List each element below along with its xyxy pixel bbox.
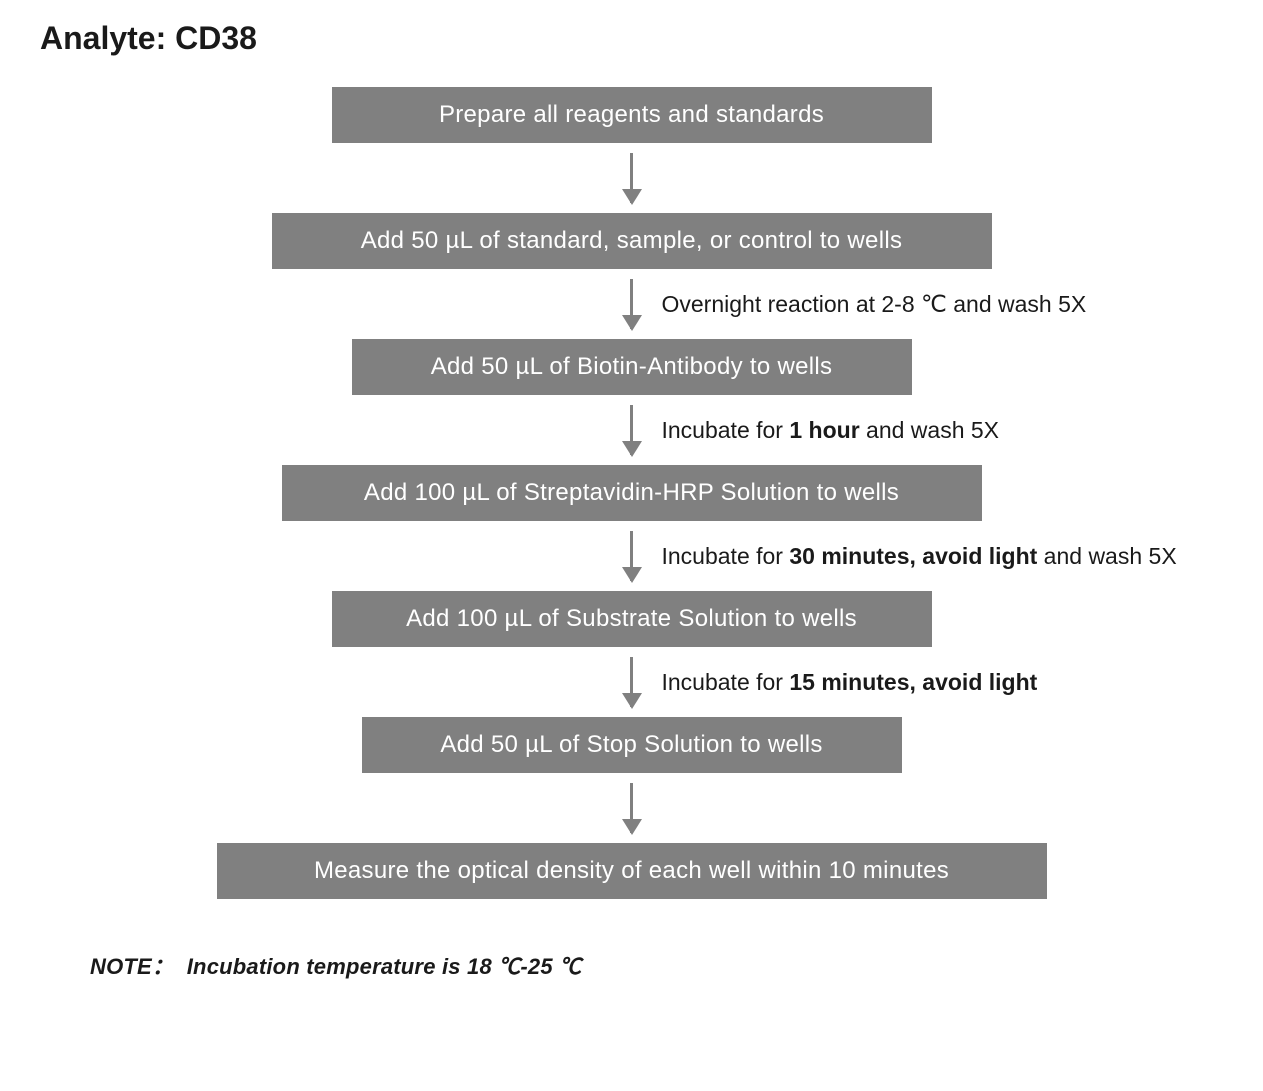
step-box-1: Prepare all reagents and standards [332,87,932,143]
footer-note: NOTE： Incubation temperature is 18 ℃-25 … [90,949,1233,981]
note-label: NOTE： [90,954,174,979]
step-box-5: Add 100 µL of Substrate Solution to well… [332,591,932,647]
protocol-flowchart: Prepare all reagents and standards Add 5… [30,87,1233,899]
step-box-2: Add 50 µL of standard, sample, or contro… [272,213,992,269]
page-title: Analyte: CD38 [40,20,1233,57]
arrow-annotation-3: Incubate for 1 hour and wash 5X [662,417,1000,444]
annotation-text: Incubate for [662,417,790,443]
arrow-icon [630,279,633,329]
arrow-row-1 [30,143,1233,213]
title-analyte: CD38 [175,20,257,56]
arrow-annotation-2: Overnight reaction at 2-8 ℃ and wash 5X [662,291,1087,318]
note-text: Incubation temperature is 18 ℃-25 ℃ [187,954,582,979]
arrow-annotation-4: Incubate for 30 minutes, avoid light and… [662,543,1177,570]
arrow-icon [630,531,633,581]
annotation-bold: 1 hour [789,417,859,443]
arrow-row-2: Overnight reaction at 2-8 ℃ and wash 5X [30,269,1233,339]
arrow-row-6 [30,773,1233,843]
arrow-row-5: Incubate for 15 minutes, avoid light [30,647,1233,717]
annotation-bold: 15 minutes, avoid light [789,669,1037,695]
arrow-icon [630,153,633,203]
annotation-text: Incubate for [662,669,790,695]
annotation-text: Overnight reaction at 2-8 ℃ and wash 5X [662,291,1087,317]
step-box-4: Add 100 µL of Streptavidin-HRP Solution … [282,465,982,521]
arrow-icon [630,405,633,455]
step-box-6: Add 50 µL of Stop Solution to wells [362,717,902,773]
arrow-row-3: Incubate for 1 hour and wash 5X [30,395,1233,465]
title-prefix: Analyte: [40,20,175,56]
annotation-text: and wash 5X [1037,543,1176,569]
arrow-icon [630,657,633,707]
annotation-text: Incubate for [662,543,790,569]
step-box-3: Add 50 µL of Biotin-Antibody to wells [352,339,912,395]
annotation-bold: 30 minutes, avoid light [789,543,1037,569]
arrow-row-4: Incubate for 30 minutes, avoid light and… [30,521,1233,591]
annotation-text: and wash 5X [860,417,999,443]
step-box-7: Measure the optical density of each well… [217,843,1047,899]
arrow-icon [630,783,633,833]
arrow-annotation-5: Incubate for 15 minutes, avoid light [662,669,1038,696]
